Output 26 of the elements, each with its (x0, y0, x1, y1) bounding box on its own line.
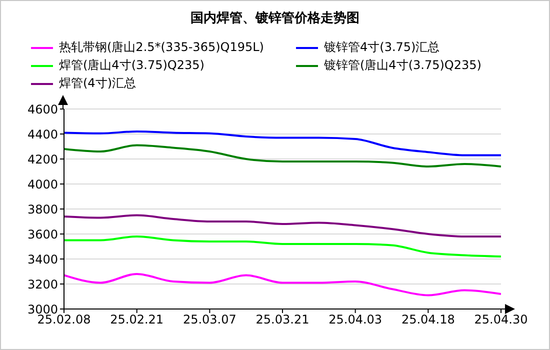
legend-label: 镀锌管(唐山4寸(3.75)Q235) (324, 57, 482, 74)
x-tick-label: 25.04.30 (474, 312, 528, 327)
x-tick-label: 25.03.07 (182, 312, 236, 327)
x-tick-label: 25.02.21 (110, 312, 164, 327)
line-series (64, 236, 501, 258)
line-series (64, 144, 501, 168)
chart-title: 国内焊管、镀锌管价格走势图 (190, 10, 360, 27)
legend-label: 焊管(唐山4寸(3.75)Q235) (59, 57, 204, 74)
x-tick-label: 25.04.18 (401, 312, 455, 327)
y-tick-label: 3400 (27, 252, 58, 266)
y-tick-label: 4000 (27, 177, 58, 192)
line-series (64, 130, 501, 156)
y-tick-label: 4200 (27, 152, 58, 166)
y-tick-label: 4600 (27, 102, 58, 116)
x-tick-label: 25.04.03 (328, 312, 382, 327)
y-tick-label: 3200 (27, 277, 58, 292)
legend-label: 焊管(4寸)汇总 (59, 75, 136, 92)
y-tick-label: 3800 (27, 202, 58, 216)
line-series (64, 273, 501, 296)
line-series (64, 214, 501, 238)
x-tick-label: 25.03.21 (256, 312, 310, 327)
legend-label: 镀锌管4寸(3.75)汇总 (324, 39, 440, 56)
x-tick-label: 25.02.08 (37, 312, 91, 327)
y-tick-label: 4400 (27, 127, 58, 142)
y-tick-label: 3600 (27, 227, 58, 242)
legend-label: 热轧带钢(唐山2.5*(335-365)Q195L) (59, 39, 264, 56)
